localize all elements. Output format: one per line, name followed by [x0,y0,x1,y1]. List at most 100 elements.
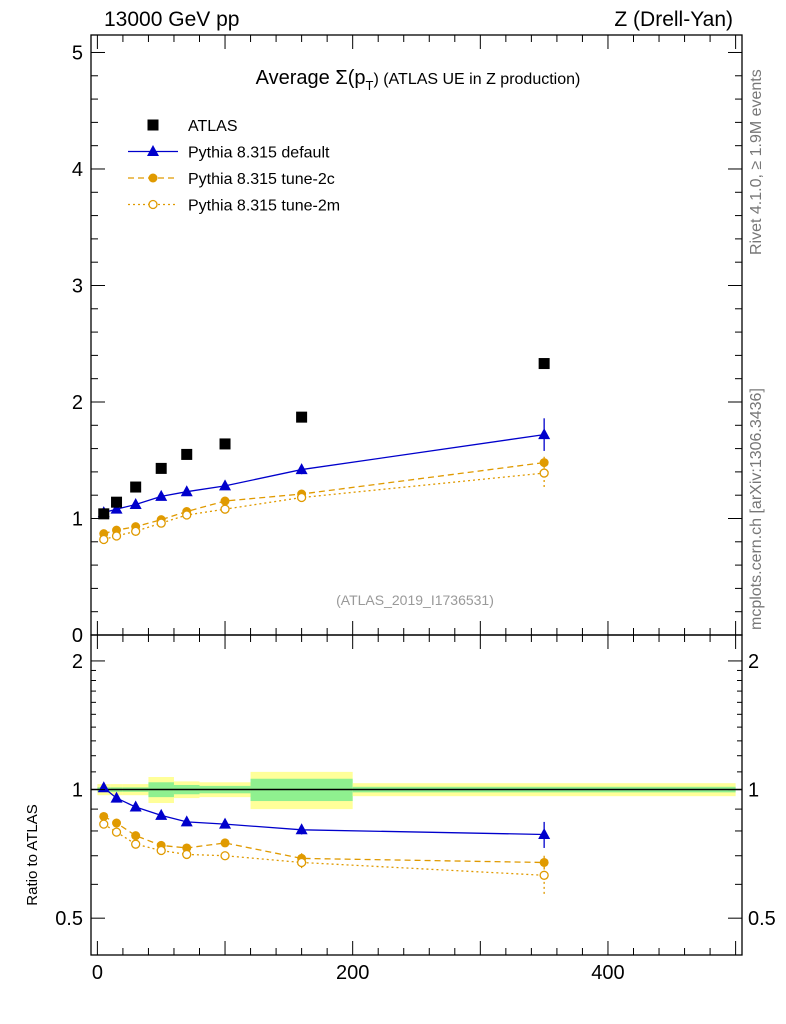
main-point-atlas [219,438,231,450]
main-point-pythia-8-315-tune-2m [220,504,230,514]
ratio-series-pythia-8-315-tune-2c [99,811,549,870]
legend-label: Pythia 8.315 tune-2c [188,171,335,188]
ratio-y-tick-label-right: 0.5 [748,908,776,930]
y-tick-label: 0 [72,625,83,647]
legend-entry-atlas: ATLAS [147,118,238,135]
main-series-group [97,358,551,545]
main-line-pythia-8-315-default [103,433,545,514]
main-point-pythia-8-315-tune-2m [156,518,166,528]
main-point-pythia-8-315-default [110,502,123,514]
y-tick-label: 2 [72,392,83,414]
legend-marker [147,119,159,131]
main-point-pythia-8-315-tune-2c [220,496,230,506]
ratio-y-tick-label: 2 [72,651,83,673]
main-point-pythia-8-315-tune-2m [99,534,109,545]
mcplots-label: mcplots.cern.ch [arXiv:1306.3436] [748,388,765,630]
ratio-series-pythia-8-315-default [97,781,551,848]
main-point-pythia-8-315-default [538,428,551,440]
ratio-point-pythia-8-315-tune-2m [111,827,122,837]
ratio-frame: 0.5 0.5 1 1 2 2 0 200 400 [55,634,776,984]
ratio-panel: 0.5 0.5 1 1 2 2 0 200 400 Ratio to ATLAS [24,634,776,984]
main-point-pythia-8-315-tune-2m [131,526,141,536]
x-tick-label: 400 [591,962,624,984]
x-tick-label: 200 [336,962,369,984]
legend-label: Pythia 8.315 tune-2m [188,198,340,215]
ratio-series-pythia-8-315-tune-2m [99,819,549,894]
y-tick-label: 4 [72,159,83,181]
rivet-label: Rivet 4.1.0, ≥ 1.9M events [748,69,765,255]
ratio-point-pythia-8-315-tune-2m [220,851,230,861]
main-point-atlas [155,462,167,474]
legend-entry-pythia-8-315-default: Pythia 8.315 default [128,145,330,162]
ratio-point-pythia-8-315-tune-2c [131,831,141,841]
main-line-pythia-8-315-tune-2c [103,461,545,535]
y-tick-label: 1 [72,508,83,530]
header-right: Z (Drell-Yan) [614,8,733,31]
ratio-y-tick-label: 1 [72,780,83,802]
ratio-line-pythia-8-315-tune-2c [103,815,545,864]
ratio-point-pythia-8-315-default [155,808,168,820]
header-left: 13000 GeV pp [104,8,239,31]
main-point-pythia-8-315-default [180,485,193,497]
legend-label: Pythia 8.315 default [188,145,330,162]
legend: ATLAS Pythia 8.315 default Pythia 8.315 tu… [128,118,340,215]
main-point-pythia-8-315-default [155,489,168,501]
ratio-point-pythia-8-315-tune-2m [131,839,141,849]
main-point-pythia-8-315-tune-2m [182,510,192,520]
main-point-pythia-8-315-tune-2c [539,458,549,468]
ratio-point-pythia-8-315-tune-2c [112,818,122,828]
ratio-point-pythia-8-315-tune-2m [539,870,549,880]
analysis-watermark: (ATLAS_2019_I1736531) [336,592,494,608]
ratio-y-tick-label-right: 2 [748,651,759,673]
ratio-line-pythia-8-315-tune-2m [103,823,545,876]
legend-entry-pythia-8-315-tune-2m: Pythia 8.315 tune-2m [128,198,340,215]
title-prefix: Average [256,67,336,89]
main-point-pythia-8-315-tune-2m [296,492,307,503]
main-frame: 0 1 2 3 4 5 [72,34,743,647]
main-point-atlas [296,411,308,423]
plot-title: Average Σ(pT) (ATLAS UE in Z production) [256,67,581,93]
axes-frame [90,634,743,956]
legend-marker [148,173,158,183]
ratio-y-tick-label: 0.5 [55,908,83,930]
main-series-pythia-8-315-default [97,418,551,518]
title-suffix: ) (ATLAS UE in Z production) [373,71,580,88]
legend-marker [147,145,159,156]
main-point-atlas [538,358,550,370]
ratio-point-pythia-8-315-default [110,791,123,803]
main-point-pythia-8-315-default [295,463,308,475]
ratio-y-tick-label-right: 1 [748,780,759,802]
ratio-point-pythia-8-315-tune-2c [220,838,230,848]
title-sigma: Σ(p [335,67,365,89]
main-point-pythia-8-315-tune-2m [539,468,549,478]
main-point-pythia-8-315-tune-2m [111,531,122,541]
main-series-pythia-8-315-tune-2m [99,459,549,545]
ratio-bands [91,771,742,810]
ratio-point-pythia-8-315-default [295,823,308,835]
ratio-y-axis-label: Ratio to ATLAS [24,804,41,905]
y-tick-label: 3 [72,275,83,297]
main-point-atlas [98,508,110,520]
legend-marker [148,199,158,210]
ratio-point-pythia-8-315-default [538,827,551,839]
legend-entry-pythia-8-315-tune-2c: Pythia 8.315 tune-2c [128,171,335,188]
ratio-point-pythia-8-315-tune-2c [99,811,109,821]
main-point-atlas [111,496,123,508]
y-tick-label: 5 [72,42,83,64]
main-point-pythia-8-315-default [219,479,232,491]
ratio-point-pythia-8-315-default [219,817,232,829]
ratio-point-pythia-8-315-tune-2m [182,849,192,860]
ratio-point-pythia-8-315-default [129,800,142,812]
legend-label: ATLAS [188,118,238,135]
main-line-pythia-8-315-tune-2m [103,472,545,541]
ratio-point-pythia-8-315-tune-2m [296,857,307,868]
ratio-point-pythia-8-315-default [180,815,193,827]
main-point-atlas [181,448,193,460]
main-series-atlas [98,358,550,520]
main-point-pythia-8-315-default [129,498,142,510]
ratio-point-pythia-8-315-tune-2m [156,845,166,856]
title-sub: T [366,78,374,93]
ratio-point-pythia-8-315-tune-2c [182,843,192,853]
main-point-atlas [130,481,142,493]
